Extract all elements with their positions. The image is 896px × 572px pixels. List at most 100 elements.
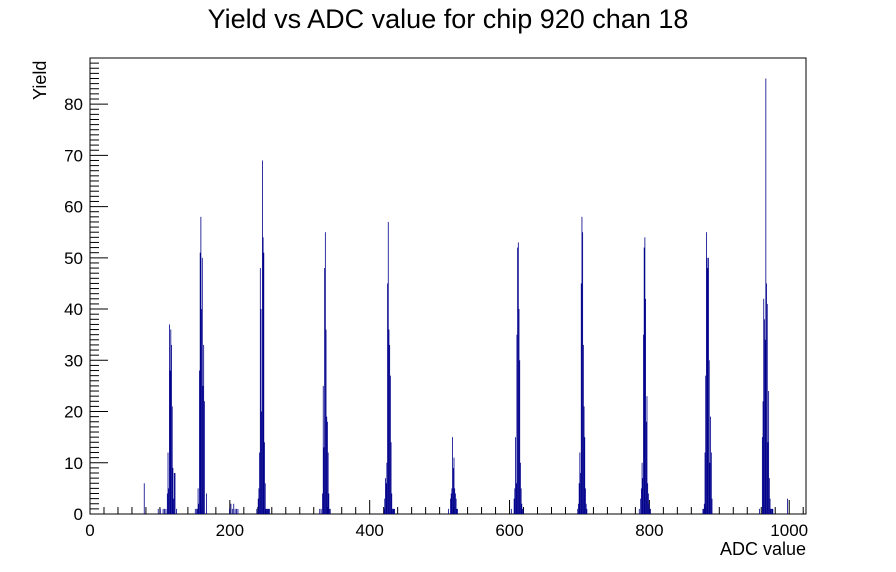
plot-frame: [89, 57, 807, 515]
histogram-bar: [517, 247, 519, 514]
histogram-bar: [580, 473, 581, 514]
histogram-bar: [582, 232, 584, 514]
histogram-bar: [710, 452, 712, 514]
histogram-bar: [264, 442, 265, 514]
histogram-bar: [764, 319, 765, 514]
histogram-bar: [448, 508, 449, 514]
histogram-bar: [513, 498, 515, 514]
histogram-bar: [510, 508, 512, 514]
histogram-bar: [578, 503, 579, 514]
histogram-bar: [640, 498, 642, 514]
histogram-bar: [143, 483, 145, 514]
histogram-bar: [584, 437, 586, 514]
histogram-bar: [269, 508, 270, 514]
histogram-bar: [763, 298, 765, 514]
histogram-bar: [171, 344, 172, 514]
histogram-bar: [262, 237, 264, 514]
histogram-bar: [387, 283, 388, 514]
histogram-bar: [196, 508, 198, 514]
histogram-bar: [702, 508, 704, 514]
histogram-bar: [582, 344, 584, 514]
histogram-bar: [388, 329, 390, 514]
histogram-bar: [520, 462, 521, 514]
histogram-bar: [640, 488, 642, 514]
histogram-bar: [522, 508, 524, 514]
histogram-bar: [258, 488, 260, 514]
histogram-bar: [455, 498, 457, 514]
x-tick-label: 1000: [770, 521, 808, 540]
histogram-bar: [198, 503, 200, 514]
histogram-bar: [324, 268, 326, 514]
histogram-bar: [517, 242, 519, 514]
histogram-bar: [454, 493, 456, 514]
y-tick-label: 10: [64, 454, 83, 473]
histogram-bar: [203, 344, 205, 514]
histogram-bar: [231, 508, 233, 514]
histogram-bar: [166, 493, 168, 514]
y-tick-label: 70: [64, 146, 83, 165]
histogram-bar: [646, 396, 648, 514]
histogram-bar: [450, 498, 451, 514]
histogram-bar: [787, 498, 788, 514]
histogram-bar: [585, 488, 586, 514]
histogram-bar: [771, 508, 772, 514]
histogram-bar: [772, 508, 774, 514]
histogram-bar: [453, 457, 455, 514]
histogram-bar: [522, 508, 523, 514]
histogram-bar: [650, 508, 651, 514]
histogram-bar: [165, 508, 167, 514]
histogram-bar: [262, 160, 263, 514]
histogram-bar: [515, 437, 516, 514]
histogram-bar: [706, 232, 707, 514]
histogram-bar: [703, 503, 705, 514]
histogram-bar: [173, 498, 175, 514]
y-axis-label: Yield: [30, 61, 50, 100]
histogram-bar: [384, 498, 386, 514]
x-tick-label: 600: [495, 521, 523, 540]
x-tick-label: 400: [356, 521, 384, 540]
histogram-bar: [265, 508, 267, 514]
histogram-bar: [578, 483, 580, 514]
histogram-bar: [770, 508, 772, 514]
histogram-bar: [257, 498, 259, 514]
histogram-bar: [764, 339, 766, 514]
histogram-bar: [170, 329, 172, 514]
histogram-bar: [329, 508, 331, 514]
histogram-bar: [202, 385, 204, 514]
histogram-bar: [326, 416, 328, 514]
histogram-bar: [703, 508, 705, 514]
histogram-bar: [233, 503, 235, 514]
histogram-bar: [643, 334, 644, 514]
histogram-bar: [167, 452, 169, 514]
histogram-bar: [516, 334, 518, 514]
histogram-bar: [704, 452, 706, 514]
x-tick-label: 0: [85, 521, 94, 540]
histogram-bar: [327, 452, 329, 514]
histogram-bar: [708, 360, 710, 514]
y-tick-label: 50: [64, 249, 83, 268]
histogram-bar: [457, 508, 458, 514]
histogram-bar: [385, 483, 387, 514]
histogram-bar: [759, 508, 760, 514]
histogram-bar: [762, 401, 764, 514]
histogram-bar: [649, 508, 651, 514]
histogram-bar: [645, 421, 647, 514]
y-tick-label: 80: [64, 95, 83, 114]
histogram-bar: [766, 303, 768, 514]
histogram-bar: [761, 437, 763, 514]
histogram-bar: [201, 309, 202, 514]
histogram-bar: [157, 508, 159, 514]
histogram-bar: [159, 508, 161, 514]
histogram-bar: [386, 462, 388, 514]
y-tick-label: 0: [74, 505, 83, 524]
histogram-bar: [199, 252, 201, 514]
histogram-bar: [638, 508, 640, 514]
histogram-bar: [196, 508, 198, 514]
histogram-bar: [325, 329, 327, 514]
histogram-bar: [515, 483, 517, 514]
histogram-bar: [199, 370, 200, 514]
histogram-bar: [706, 257, 708, 514]
histogram-bar: [260, 309, 262, 514]
